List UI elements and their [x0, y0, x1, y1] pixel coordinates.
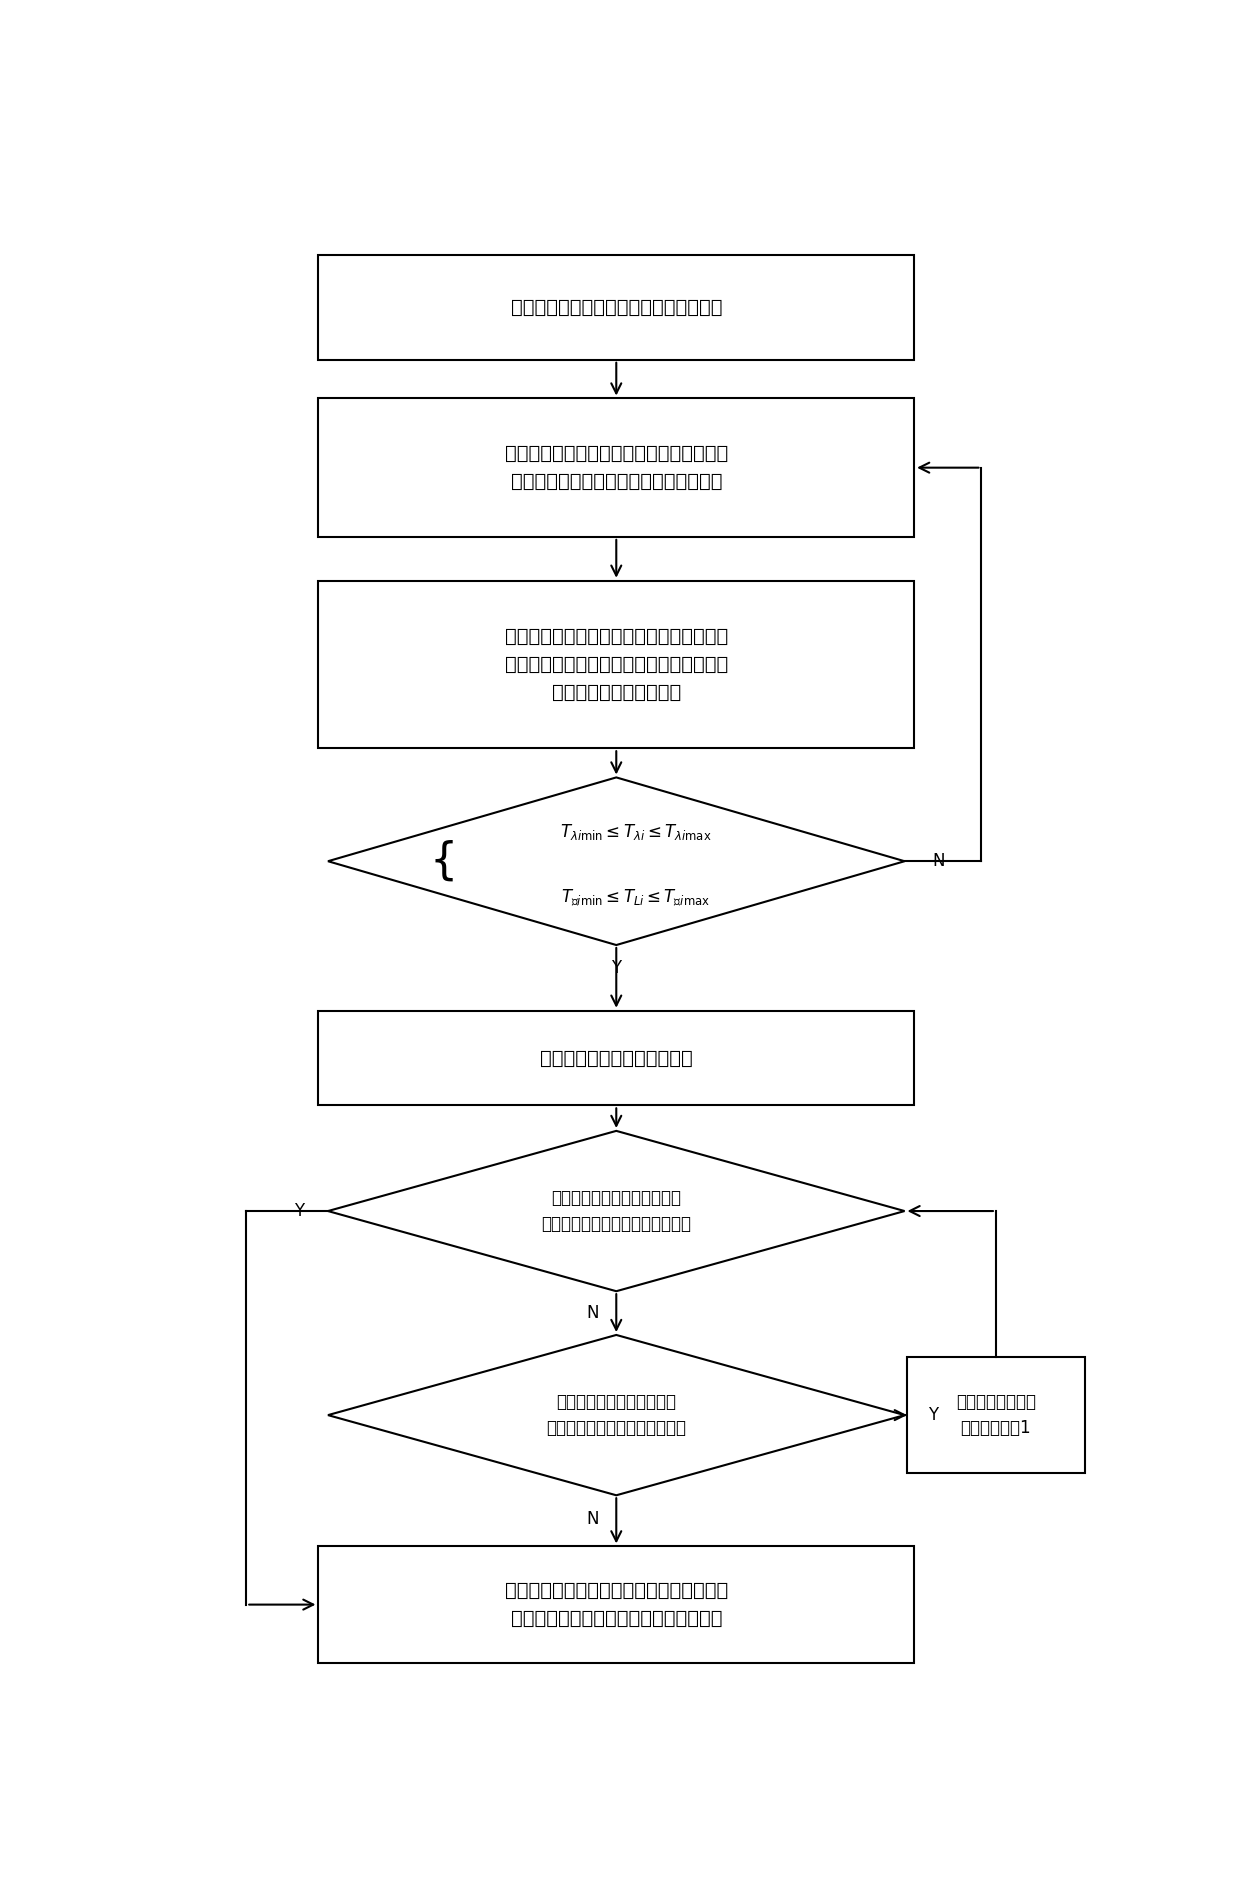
Text: Y: Y	[929, 1406, 939, 1424]
Bar	[906, 1357, 1085, 1473]
Text: {: {	[429, 840, 458, 882]
Text: Y: Y	[611, 960, 621, 977]
Text: N: N	[932, 852, 945, 871]
Polygon shape	[327, 778, 905, 945]
Text: 输出当前的乳化液流量作为最佳乳化液流量
设定值，完成乳化液流量的综合优化设定: 输出当前的乳化液流量作为最佳乳化液流量 设定值，完成乳化液流量的综合优化设定	[505, 1581, 728, 1628]
Polygon shape	[327, 1335, 905, 1495]
Text: 当前乳化液流量小于轧机设
备所设计的乳化液流量最大值？: 当前乳化液流量小于轧机设 备所设计的乳化液流量最大值？	[547, 1393, 686, 1437]
Text: 收集冷轧单机架可逆轧机机组的相关参数: 收集冷轧单机架可逆轧机机组的相关参数	[511, 297, 722, 316]
Bar	[319, 1547, 914, 1662]
Text: Y: Y	[294, 1202, 304, 1221]
Text: N: N	[587, 1304, 599, 1321]
Polygon shape	[327, 1130, 905, 1291]
Bar	[319, 581, 914, 748]
Text: N: N	[587, 1509, 599, 1528]
Text: 轧制力相对均匀控制函数值小
于乳化液流量的目标函数控制值？: 轧制力相对均匀控制函数值小 于乳化液流量的目标函数控制值？	[542, 1189, 691, 1232]
Text: $T_{\lambda i\min} \leq T_{\lambda i} \leq T_{\lambda i\max}$: $T_{\lambda i\min} \leq T_{\lambda i} \l…	[559, 822, 712, 842]
Text: $T_{\mathrm{出}i\min} \leq T_{Li} \leq T_{\mathrm{出}i\max}$: $T_{\mathrm{出}i\min} \leq T_{Li} \leq T_…	[560, 888, 711, 909]
Bar	[319, 1011, 914, 1106]
Text: 计算单机架可逆轧机各道次入口带钢温度、
辊缝区域带钢温度、传热系数以及辊缝出口
卷曲机处的带钢表面温度: 计算单机架可逆轧机各道次入口带钢温度、 辊缝区域带钢温度、传热系数以及辊缝出口 …	[505, 627, 728, 702]
Text: 乳化液流量的过程
控制参数值加1: 乳化液流量的过程 控制参数值加1	[956, 1393, 1035, 1437]
Bar	[319, 256, 914, 360]
Text: 设定乳化液流量的相关控制参数，根据乳化
液流量设定模型，得到当前的乳化液流量: 设定乳化液流量的相关控制参数，根据乳化 液流量设定模型，得到当前的乳化液流量	[505, 445, 728, 490]
Text: 计算轧制力相对均匀控制函数: 计算轧制力相对均匀控制函数	[539, 1049, 693, 1068]
Bar	[319, 398, 914, 538]
